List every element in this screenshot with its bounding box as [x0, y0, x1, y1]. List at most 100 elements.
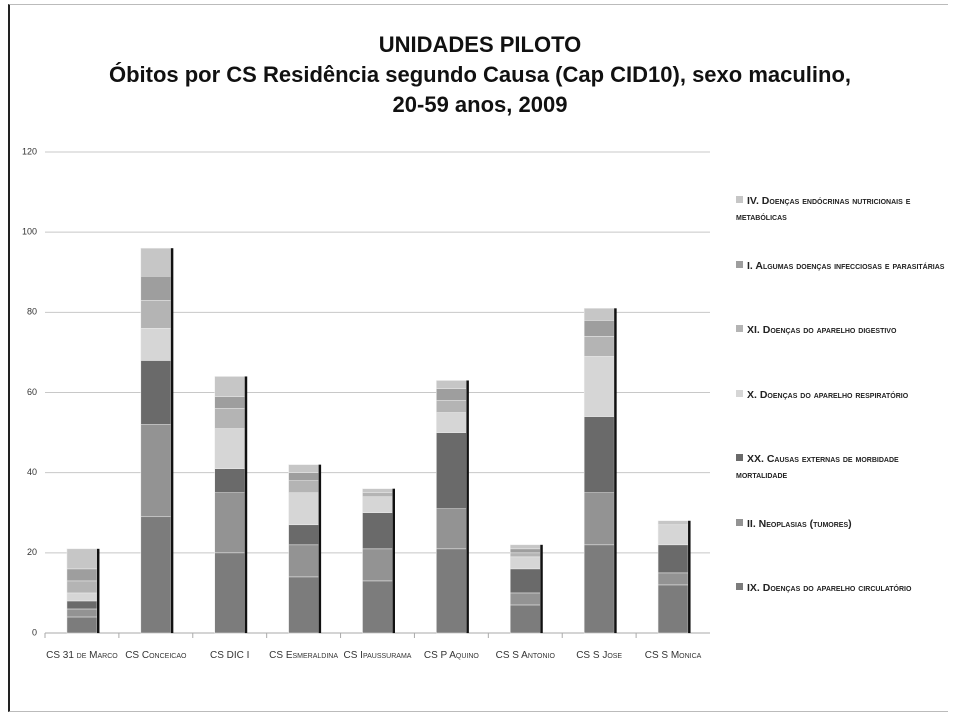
bar-segment [214, 552, 245, 634]
bar-segment [657, 524, 689, 546]
bar-segment [288, 472, 319, 481]
legend-swatch [736, 518, 743, 526]
bar-shadow [318, 464, 322, 633]
legend-swatch [736, 325, 743, 332]
y-tick-label: 40 [27, 467, 37, 477]
bar-segment [66, 548, 98, 570]
bar-segment [583, 336, 615, 357]
bar-segment [436, 412, 467, 433]
bar-segment [657, 584, 689, 634]
bar-segment [657, 572, 689, 586]
y-tick-label: 120 [22, 146, 37, 156]
bar-segment [436, 400, 467, 413]
bar-segment [140, 424, 172, 518]
bar-segment [362, 512, 393, 550]
bar-shadow [244, 376, 248, 633]
x-tick-label: CS S Antonio [495, 650, 555, 661]
bar-segment [583, 492, 615, 546]
x-tick-label: CS Ipaussurama [343, 650, 412, 661]
bar-shadow [614, 308, 617, 633]
bar-segment [362, 496, 393, 514]
legend-item: IX. Doenças do aparelho circulatório [736, 580, 951, 596]
bar-segment [66, 608, 98, 618]
frame [8, 4, 948, 712]
bar-segment [510, 552, 541, 558]
bar-segment [214, 468, 245, 493]
bar-segment [66, 616, 98, 634]
legend-item: IV. Doenças endócrinas nutricionais e me… [736, 193, 951, 225]
legend-label: X. Doenças do aparelho respiratório [747, 388, 909, 401]
bar-segment [436, 508, 467, 550]
bar-segment [510, 592, 541, 606]
bar-segment [510, 604, 541, 634]
bar-segment [288, 524, 319, 546]
bar-segment [140, 360, 172, 425]
bar-segment [66, 568, 98, 582]
bar-segment [66, 600, 98, 610]
chart-title: UNIDADES PILOTO [378, 32, 582, 57]
legend-swatch [736, 454, 743, 461]
legend-swatch [736, 389, 743, 397]
legend-label: XI. Doenças do aparelho digestivo [747, 324, 897, 336]
bar-segment [362, 580, 393, 634]
bar-segment [140, 300, 172, 329]
bar-segment [288, 480, 319, 493]
x-tick-label: CS P Aquino [423, 650, 479, 661]
bar-segment [510, 556, 541, 570]
bar-segment [140, 516, 172, 634]
legend-swatch [736, 583, 743, 590]
bar-segment [583, 308, 615, 321]
bar-segment [140, 276, 172, 301]
bar-segment [214, 492, 245, 554]
bar-segment [510, 568, 541, 594]
bar-segment [140, 328, 172, 361]
chart-subtitle: Óbitos por CS Residência segundo Causa (… [108, 62, 852, 117]
legend-item: I. Algumas doenças infecciosas e parasit… [736, 258, 951, 274]
bar-shadow [688, 520, 691, 633]
x-tick-label: CS DIC I [209, 650, 250, 661]
legend-label: XX. Causas externas de morbidade mortali… [736, 453, 899, 481]
bar-segment [657, 544, 689, 574]
y-tick-label: 0 [32, 627, 37, 637]
bar-shadow [96, 548, 100, 633]
x-tick-label: CS S Monica [644, 650, 702, 661]
bar-segment [436, 432, 467, 509]
bar-segment [214, 376, 245, 397]
bar-segment [583, 544, 615, 634]
legend-swatch [736, 260, 743, 268]
y-tick-label: 60 [27, 387, 37, 397]
title-block: UNIDADES PILOTO Óbitos por CS Residência… [100, 30, 860, 120]
bar-segment [510, 544, 541, 550]
legend-item: XI. Doenças do aparelho digestivo [736, 322, 951, 338]
bar-shadow [540, 544, 543, 633]
bar-shadow [170, 248, 174, 633]
bar-segment [214, 428, 245, 469]
bar-segment [436, 388, 467, 401]
legend-label: IX. Doenças do aparelho circulatório [747, 582, 912, 594]
bar-segment [288, 492, 319, 526]
legend-label: I. Algumas doenças infecciosas e parasit… [747, 259, 945, 272]
bar-segment [362, 488, 393, 493]
bar-segment [288, 464, 319, 473]
bar-segment [657, 520, 689, 526]
bar-segment [510, 548, 541, 554]
bar-segment [140, 247, 172, 277]
legend-item: II. Neoplasias (tumores) [736, 516, 951, 532]
legend-swatch [736, 196, 743, 203]
bar-segment [583, 320, 615, 337]
bar-segment [362, 548, 393, 582]
x-tick-label: CS Esmeraldina [269, 650, 339, 661]
legend-item: XX. Causas externas de morbidade mortali… [736, 451, 951, 483]
y-tick-label: 80 [27, 307, 37, 317]
bar-shadow [392, 488, 395, 633]
y-tick-label: 100 [22, 227, 37, 237]
bar-segment [583, 416, 615, 493]
y-tick-label: 20 [27, 547, 37, 557]
x-tick-label: CS 31 de Marco [46, 650, 118, 661]
bar-segment [66, 580, 98, 594]
legend-label: IV. Doenças endócrinas nutricionais e me… [736, 195, 911, 223]
bar-segment [288, 544, 319, 578]
legend-label: II. Neoplasias (tumores) [747, 517, 852, 530]
